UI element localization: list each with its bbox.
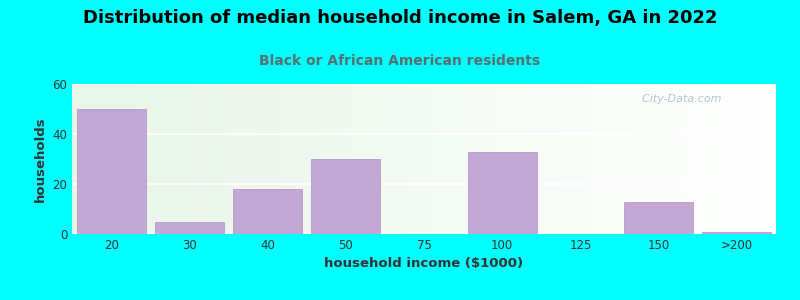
Text: Black or African American residents: Black or African American residents bbox=[259, 54, 541, 68]
Text: City-Data.com: City-Data.com bbox=[635, 94, 722, 104]
Bar bbox=[155, 221, 224, 234]
Bar bbox=[77, 109, 146, 234]
Bar bbox=[468, 152, 537, 234]
Bar bbox=[311, 159, 380, 234]
X-axis label: household income ($1000): household income ($1000) bbox=[325, 257, 523, 270]
Bar bbox=[702, 232, 771, 234]
Text: Distribution of median household income in Salem, GA in 2022: Distribution of median household income … bbox=[82, 9, 718, 27]
Bar bbox=[624, 202, 693, 234]
Bar bbox=[233, 189, 302, 234]
Y-axis label: households: households bbox=[34, 116, 46, 202]
